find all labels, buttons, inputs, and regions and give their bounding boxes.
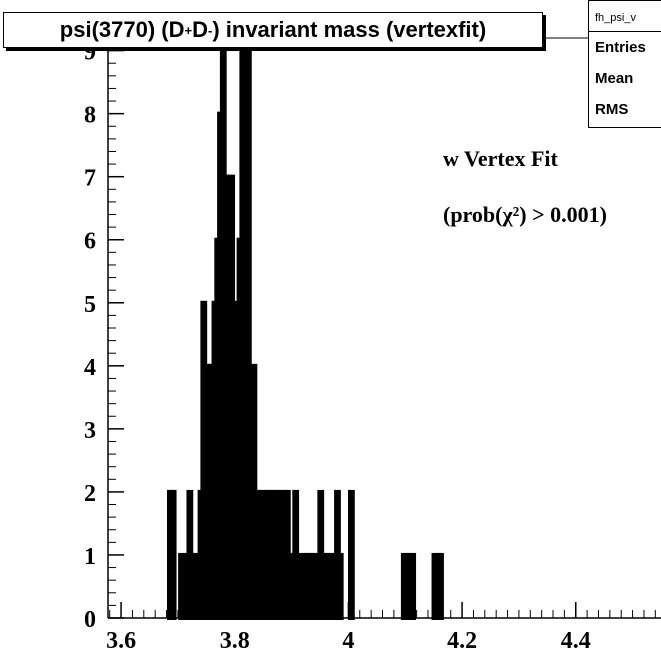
chart-title: psi(3770) (D + D -) invariant mass (vertex… bbox=[3, 12, 543, 48]
y-tick-label: 6 bbox=[84, 229, 96, 255]
x-tick-label: 4 bbox=[342, 628, 354, 654]
y-tick-label: 0 bbox=[84, 607, 96, 633]
histogram-bin bbox=[336, 552, 344, 621]
x-tick-label: 4.2 bbox=[447, 628, 477, 654]
x-tick-label: 3.6 bbox=[106, 628, 136, 654]
histogram-bin bbox=[437, 552, 444, 621]
title-sup-plus: + bbox=[184, 22, 193, 38]
annotation-vertex-fit: w Vertex Fit bbox=[443, 146, 558, 171]
y-tick-label: 1 bbox=[84, 544, 96, 570]
stats-entries-label: Entries bbox=[595, 39, 646, 56]
x-axis-ticks: 3.6 3.8 4 4.2 4.4 bbox=[106, 602, 656, 654]
y-tick-label: 8 bbox=[84, 103, 96, 129]
y-tick-label: 3 bbox=[84, 418, 96, 444]
histogram-bin bbox=[295, 552, 302, 621]
histogram-bars bbox=[166, 48, 444, 621]
x-tick-label: 4.4 bbox=[561, 628, 591, 654]
y-tick-label: 4 bbox=[84, 355, 96, 381]
title-sup-minus: - bbox=[207, 22, 213, 38]
y-tick-label: 2 bbox=[84, 481, 96, 507]
histogram-bin bbox=[267, 489, 275, 621]
histogram-bin bbox=[348, 489, 355, 621]
x-tick-label: 3.8 bbox=[220, 628, 250, 654]
stats-histogram-name: fh_psi_v bbox=[589, 1, 661, 32]
histogram-bin bbox=[169, 489, 177, 621]
histogram-bin bbox=[328, 552, 336, 621]
y-tick-label: 7 bbox=[84, 166, 96, 192]
stats-rms-label: RMS bbox=[595, 101, 629, 118]
stats-mean-label: Mean bbox=[595, 70, 634, 87]
title-part-2: D bbox=[192, 17, 208, 42]
title-part-3: ) invariant mass (vertexfit) bbox=[212, 17, 487, 42]
histogram-bin bbox=[409, 552, 417, 621]
y-tick-label: 5 bbox=[84, 292, 96, 318]
annotation-prob-cut: (prob(χ²) > 0.001) bbox=[443, 202, 607, 227]
stats-box: fh_psi_v Entries Mean RMS bbox=[588, 0, 661, 128]
title-part-1: psi(3770) (D bbox=[59, 17, 185, 42]
